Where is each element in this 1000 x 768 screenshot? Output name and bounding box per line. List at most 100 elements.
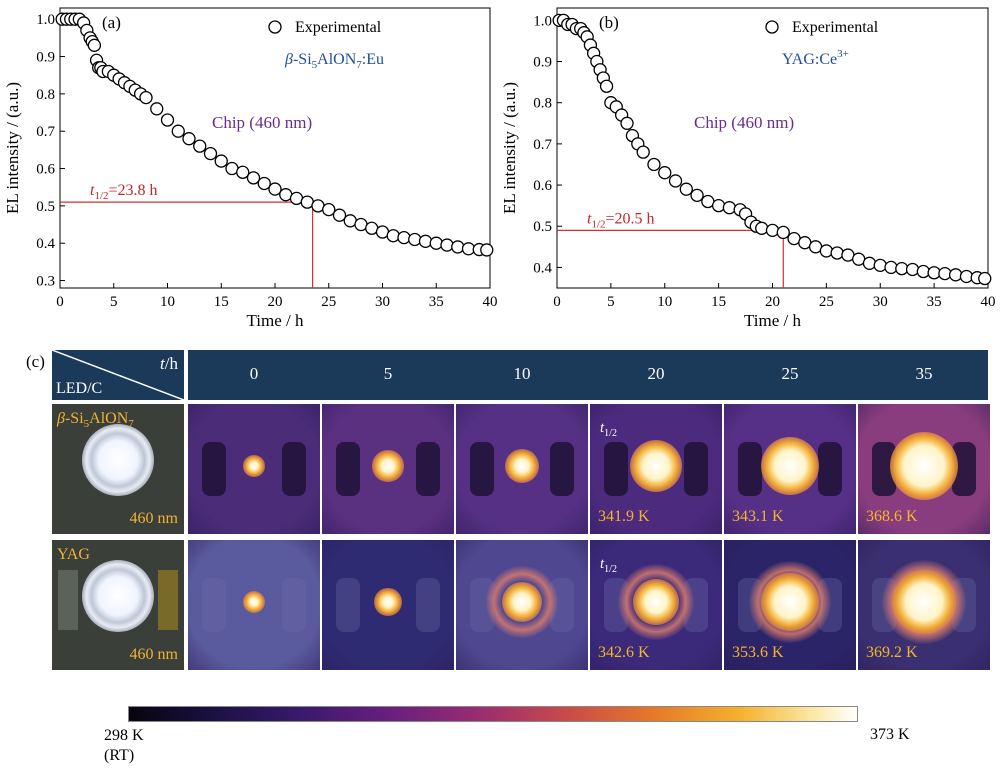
a-xlabel: Time / h — [246, 311, 304, 330]
a-data-point — [408, 232, 422, 247]
b-xtick-label: 0 — [553, 294, 561, 310]
thermal-image: 368.6 K — [858, 404, 990, 534]
b-data-point — [679, 182, 693, 196]
a-halflife-label: t1/2=23.8 h — [90, 182, 158, 202]
b-data-point — [978, 271, 992, 286]
a-data-point — [214, 154, 228, 168]
b-data-point — [819, 244, 834, 258]
temperature-label: 353.6 K — [732, 644, 784, 661]
b-ytick-label: 0.8 — [533, 96, 552, 112]
b-xtick-label: 15 — [711, 294, 726, 310]
a-data-point — [386, 229, 400, 243]
b-data-point — [949, 268, 963, 282]
temperature-label: 368.6 K — [866, 508, 918, 525]
b-xtick-label: 40 — [981, 294, 996, 310]
a-data-point — [236, 165, 250, 179]
a-xtick-label: 5 — [110, 294, 118, 310]
thermal-hot-spot — [632, 578, 680, 626]
thermal-hot-spot — [374, 588, 402, 616]
b-data-point — [647, 157, 661, 172]
b-data-point — [959, 269, 974, 284]
a-legend-phosphor: β-Si5AlON7:Eu — [284, 51, 384, 71]
a-data-point — [257, 176, 271, 191]
b-xlabel: Time / h — [744, 311, 802, 330]
time-header: 10 — [513, 364, 531, 383]
a-data-point — [182, 132, 196, 146]
b-ytick-label: 0.5 — [533, 219, 552, 235]
a-annotation: Chip (460 nm) — [212, 113, 312, 132]
thermal-hot-spot — [892, 570, 956, 634]
thermal-image — [456, 404, 588, 534]
time-header: 20 — [647, 364, 665, 383]
b-halflife-label: t1/2=20.5 h — [587, 210, 655, 230]
half-life-marker: t1/2 — [600, 556, 617, 575]
b-frame — [556, 7, 989, 289]
b-xtick-label: 10 — [657, 294, 672, 310]
b-data-point — [873, 258, 887, 273]
a-data-point — [203, 146, 218, 161]
b-panel-label: (b) — [599, 13, 619, 32]
thermal-hot-spot — [629, 439, 683, 493]
b-ytick-label: 0.9 — [533, 55, 552, 71]
colorbar-min-label: 298 K (RT) — [104, 727, 144, 764]
thermal-hot-spot — [242, 590, 266, 614]
b-ylabel: EL intensity / (a.u.) — [500, 82, 519, 214]
a-data-point — [451, 240, 465, 254]
a-xtick-label: 10 — [160, 294, 175, 310]
b-data-point — [658, 166, 672, 180]
a-xtick-label: 0 — [56, 294, 64, 310]
corner-time-label: t/h — [160, 354, 178, 373]
thermal-image — [322, 404, 454, 534]
a-data-point — [150, 102, 164, 116]
corner-led-label: LED/C — [56, 380, 103, 397]
thermal-hot-spot — [760, 436, 820, 496]
a-legend-marker — [268, 20, 282, 34]
panel-c-label: (c) — [26, 352, 45, 371]
time-header: 35 — [915, 364, 933, 383]
thermal-hot-spot — [501, 581, 542, 622]
b-data-point — [599, 79, 614, 93]
led-photo-name: β-Si5AlON7 — [57, 410, 134, 431]
thermal-image: 353.6 K — [724, 540, 856, 670]
b-legend-label: Experimental — [792, 19, 879, 36]
b-data-point — [938, 266, 952, 281]
thermal-hot-spot — [243, 455, 265, 477]
thermal-image: t1/2 341.9 K — [590, 404, 722, 534]
a-data-point — [429, 236, 443, 250]
b-ytick-label: 1.0 — [533, 13, 552, 29]
b-annotation: Chip (460 nm) — [694, 113, 794, 132]
led-photo-wavelength: 460 nm — [129, 510, 178, 527]
b-ytick-label: 0.4 — [533, 260, 552, 276]
thermal-image — [322, 540, 454, 670]
a-xtick-label: 20 — [268, 294, 283, 310]
half-life-marker: t1/2 — [600, 420, 617, 439]
a-data-point — [160, 113, 175, 127]
b-data-point — [905, 262, 920, 277]
thermal-hot-spot — [760, 572, 820, 632]
a-xtick-label: 15 — [214, 294, 229, 310]
b-data-point — [636, 145, 650, 159]
b-data-point — [862, 256, 877, 270]
a-data-point — [171, 124, 185, 138]
b-xtick-label: 35 — [927, 294, 942, 310]
a-data-point — [139, 90, 153, 105]
a-ytick-label: 0.4 — [36, 236, 55, 252]
chart-b: 0 5 10 15 20 25 30 35 40 0.4 0.5 0.6 0.7 0.8 0.9 1.0 Tim… — [500, 7, 996, 330]
thermal-image: t1/2 342.6 K — [590, 540, 722, 670]
thermal-hot-spot — [372, 450, 404, 482]
b-xtick-label: 5 — [607, 294, 615, 310]
colorbar-max-label: 373 K — [870, 726, 910, 743]
b-data-point — [711, 198, 726, 213]
b-ytick-label: 0.7 — [533, 137, 552, 153]
a-data-point — [440, 238, 454, 252]
b-xtick-label: 20 — [765, 294, 780, 310]
temperature-colorbar — [128, 706, 858, 722]
led-photo: YAG 460 nm — [52, 540, 184, 670]
a-ytick-label: 0.8 — [36, 87, 55, 103]
time-header: 0 — [249, 364, 259, 383]
thermal-hot-spot — [889, 431, 959, 501]
a-data-point — [332, 208, 347, 222]
a-ytick-label: 0.6 — [36, 162, 55, 178]
thermal-image: 343.1 K — [724, 404, 856, 534]
a-xtick-label: 40 — [483, 294, 498, 310]
